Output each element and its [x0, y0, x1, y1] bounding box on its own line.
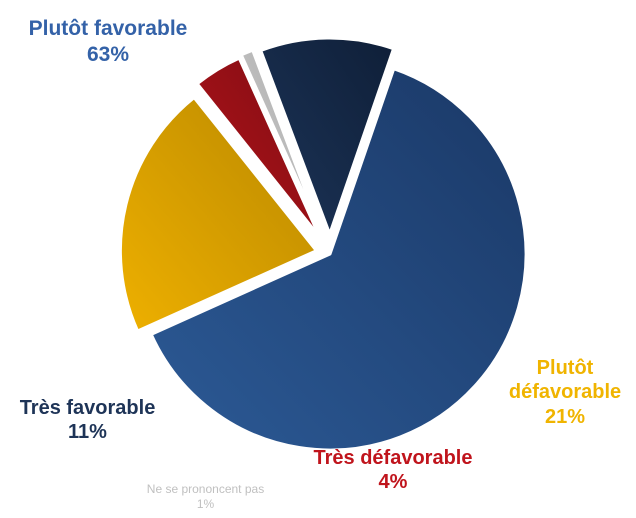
label-plutot-defavorable-name: Plutôt défavorable: [508, 357, 622, 404]
slice-plutot-favorable: [149, 67, 528, 452]
label-plutot-favorable-value: 63%: [86, 42, 130, 66]
slice-tres-favorable: [259, 36, 396, 236]
label-plutot-favorable: Plutôt favorable 63%: [8, 16, 208, 67]
label-tres-favorable-value: 11%: [68, 421, 107, 444]
slice-ne-se-prononcent-pas: [239, 48, 324, 236]
label-tres-defavorable: Très défavorable 4%: [288, 446, 498, 495]
label-tres-defavorable-name: Très défavorable: [313, 447, 473, 469]
label-tres-favorable-name: Très favorable: [19, 397, 156, 419]
label-plutot-favorable-name: Plutôt favorable: [28, 17, 188, 40]
slice-plutot-defavorable: [118, 96, 318, 333]
slice-tres-defavorable: [195, 56, 322, 239]
label-tres-defavorable-value: 4%: [378, 471, 408, 494]
label-plutot-defavorable: Plutôt défavorable 21%: [495, 356, 635, 429]
label-ne-se-prononcent-pas-value: 1%: [196, 497, 215, 511]
label-ne-se-prononcent-pas: Ne se prononcent pas 1%: [108, 482, 303, 512]
label-ne-se-prononcent-pas-name: Ne se prononcent pas: [146, 482, 265, 496]
label-plutot-defavorable-value: 21%: [544, 405, 586, 428]
label-tres-favorable: Très favorable 11%: [0, 396, 175, 445]
